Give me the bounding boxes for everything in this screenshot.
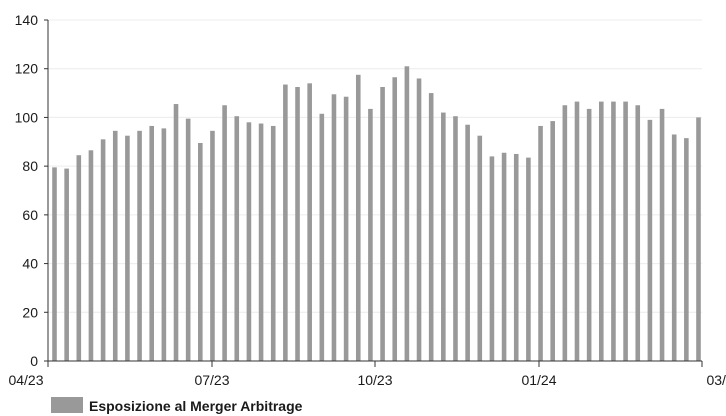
legend-label: Esposizione al Merger Arbitrage — [89, 398, 303, 414]
x-tick-label: 07/23 — [194, 372, 229, 388]
bar — [76, 155, 82, 361]
bar — [574, 101, 580, 361]
y-tick-label: 0 — [30, 353, 38, 369]
bar — [477, 135, 483, 361]
bar — [270, 125, 276, 361]
bar — [88, 150, 94, 361]
bar — [161, 128, 167, 361]
y-tick-label: 80 — [22, 158, 38, 174]
y-tick-label: 100 — [15, 109, 39, 125]
x-tick-label: 01/24 — [521, 372, 556, 388]
bar — [550, 121, 555, 361]
bar — [198, 143, 203, 361]
bar — [234, 116, 240, 361]
bar — [696, 117, 701, 361]
bar — [210, 130, 215, 361]
bar — [392, 77, 398, 361]
bar — [684, 138, 689, 361]
y-tick-label: 120 — [15, 61, 39, 77]
y-tick-label: 140 — [15, 12, 39, 28]
bar — [283, 84, 288, 362]
bar — [112, 130, 118, 361]
x-tick-label: 10/23 — [357, 372, 392, 388]
bar — [295, 86, 300, 361]
bar — [659, 108, 665, 362]
bar — [586, 108, 592, 362]
bar — [428, 93, 434, 362]
bar — [526, 157, 531, 361]
bar — [489, 156, 495, 361]
y-tick-label: 20 — [22, 304, 38, 320]
bar — [441, 112, 446, 361]
bar — [368, 108, 373, 362]
bar — [671, 134, 677, 361]
bar — [149, 125, 155, 361]
bar — [331, 94, 337, 362]
bars — [52, 66, 701, 362]
bar — [355, 74, 361, 361]
bar — [598, 101, 604, 361]
bar — [307, 83, 312, 361]
bar — [623, 101, 628, 361]
bar — [404, 66, 410, 362]
bar — [246, 122, 252, 361]
bar — [380, 86, 385, 361]
axes: 0 20 40 60 80 100 120 140 04/23 07/23 10/23 01/24 03… — [8, 12, 726, 388]
bar — [465, 124, 470, 361]
y-tick-label: 40 — [22, 256, 38, 272]
x-tick-label: 03/24 — [706, 372, 726, 388]
bar — [258, 123, 264, 362]
bar — [64, 168, 69, 361]
bar — [501, 152, 507, 361]
bar — [222, 105, 227, 361]
bar — [125, 135, 130, 361]
bar — [562, 105, 568, 361]
bar — [513, 153, 519, 361]
bar — [635, 105, 641, 361]
bar — [100, 139, 106, 361]
bar — [319, 113, 325, 362]
bar — [453, 116, 458, 361]
y-tick-label: 60 — [22, 207, 38, 223]
legend-swatch — [51, 397, 83, 413]
bar — [416, 78, 422, 361]
gridlines — [48, 19, 702, 313]
bar — [538, 125, 543, 361]
x-tick-label: 04/23 — [8, 372, 43, 388]
bar — [647, 119, 653, 361]
bar — [173, 104, 179, 362]
bar — [137, 130, 142, 361]
bar — [52, 167, 57, 361]
bar — [343, 96, 349, 361]
legend: Esposizione al Merger Arbitrage — [51, 397, 303, 414]
bar — [611, 101, 616, 361]
bar — [185, 118, 191, 362]
